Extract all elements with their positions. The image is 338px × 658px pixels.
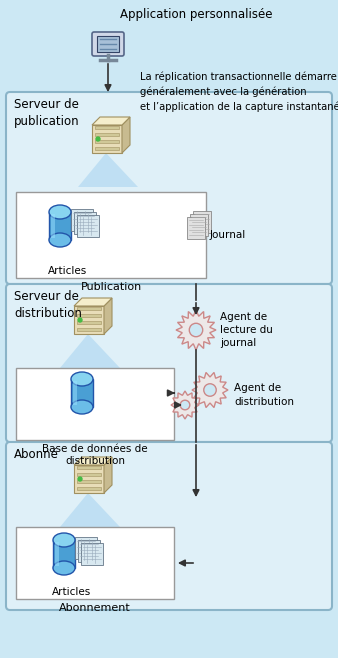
Ellipse shape [71,372,93,386]
Circle shape [204,384,216,396]
Bar [78,540,100,562]
Polygon shape [74,457,112,465]
Bar [71,379,93,407]
Polygon shape [74,298,112,306]
FancyBboxPatch shape [6,284,332,442]
Bar [77,321,101,324]
Bar [73,381,77,405]
Bar [55,542,59,566]
Bar [97,36,119,52]
Bar [81,543,103,565]
FancyBboxPatch shape [92,32,124,56]
Bar [77,480,101,483]
Bar [16,368,174,440]
FancyBboxPatch shape [6,442,332,610]
Ellipse shape [49,205,71,219]
Bar [77,466,101,469]
Bar [16,192,206,278]
Bar [16,527,174,599]
Bar [77,215,99,237]
Polygon shape [74,465,104,493]
Text: La réplication transactionnelle démarre
généralement avec la génération
et l’app: La réplication transactionnelle démarre … [140,72,338,112]
Bar [187,217,205,239]
Ellipse shape [53,561,75,575]
Ellipse shape [71,400,93,414]
Text: Articles: Articles [48,266,88,276]
Bar [75,537,97,559]
Bar [95,126,119,129]
Bar [95,133,119,136]
Bar [190,214,208,236]
Text: Journal: Journal [210,230,246,240]
Text: Agent de
distribution: Agent de distribution [234,384,294,407]
Bar [49,212,71,240]
FancyBboxPatch shape [6,92,332,284]
Polygon shape [176,310,216,350]
Polygon shape [104,298,112,334]
Polygon shape [92,117,130,125]
Polygon shape [60,493,120,527]
Bar [95,147,119,150]
Bar [77,314,101,317]
Text: Agent de
lecture du
journal: Agent de lecture du journal [220,312,273,348]
Text: Application personnalisée: Application personnalisée [120,8,272,21]
Polygon shape [92,125,122,153]
Circle shape [189,323,203,337]
Polygon shape [74,306,104,334]
Bar [77,307,101,310]
Circle shape [78,477,82,481]
Bar [77,487,101,490]
Circle shape [180,400,190,410]
Polygon shape [171,391,199,419]
Polygon shape [192,372,228,407]
Ellipse shape [49,233,71,247]
Text: Abonnement: Abonnement [59,603,131,613]
Bar [77,473,101,476]
Bar [53,540,75,568]
Text: Abonné: Abonné [14,448,59,461]
Bar [193,211,211,233]
Text: Base de données de
distribution: Base de données de distribution [42,444,148,467]
Ellipse shape [53,533,75,547]
Polygon shape [104,457,112,493]
Text: Articles: Articles [52,587,92,597]
Circle shape [78,318,82,322]
Polygon shape [78,153,138,187]
Bar [74,212,96,234]
Bar [71,209,93,231]
Polygon shape [60,334,120,368]
Text: Serveur de
distribution: Serveur de distribution [14,290,82,320]
Bar [51,214,55,238]
Text: Publication: Publication [80,282,142,292]
Text: Serveur de
publication: Serveur de publication [14,98,80,128]
Circle shape [96,137,100,141]
Bar [95,140,119,143]
Bar [77,328,101,331]
Polygon shape [122,117,130,153]
